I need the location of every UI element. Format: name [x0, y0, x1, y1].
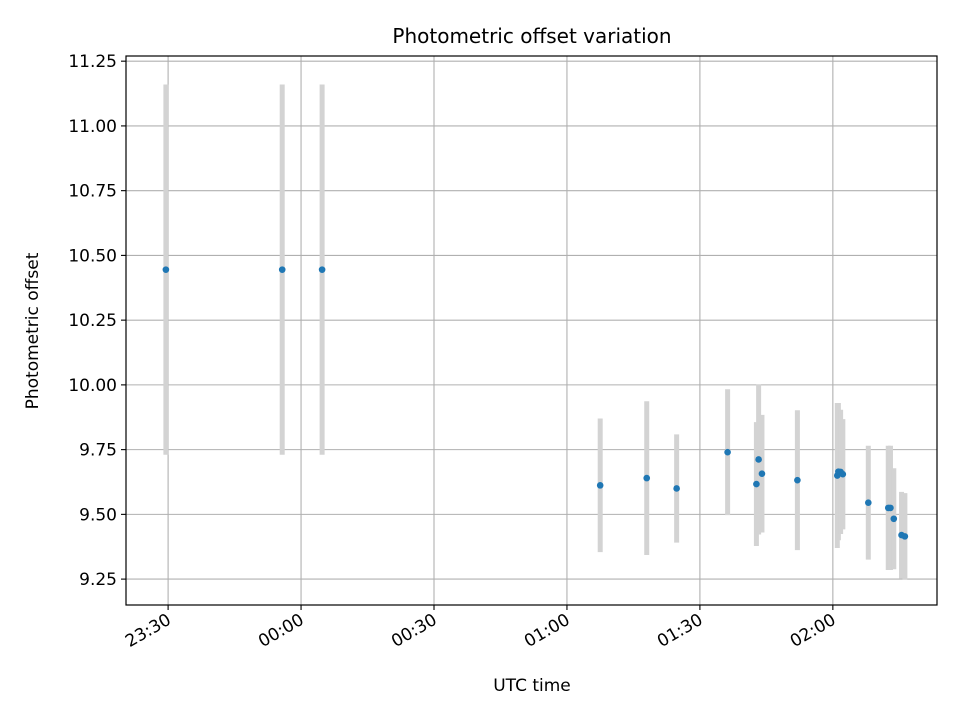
x-axis-title: UTC time	[493, 676, 571, 696]
data-point	[753, 480, 760, 488]
data-point	[318, 266, 326, 273]
y-tick-label: 9.75	[79, 441, 117, 461]
data-point	[758, 470, 766, 478]
chart-title: Photometric offset variation	[392, 24, 671, 48]
data-point	[643, 474, 651, 482]
data-points	[162, 266, 909, 540]
data-point	[901, 533, 909, 540]
y-tick-label: 9.50	[79, 505, 117, 525]
y-tick-label: 11.25	[68, 52, 117, 72]
data-point	[794, 476, 801, 484]
data-point	[278, 266, 286, 273]
plot-area-frame	[125, 55, 938, 606]
y-tick-label: 10.50	[68, 246, 117, 266]
y-tick-label: 9.25	[79, 570, 117, 590]
data-point	[755, 456, 762, 463]
data-point	[673, 485, 680, 492]
data-point	[162, 266, 170, 273]
y-tick-label: 10.75	[68, 182, 117, 202]
data-point	[887, 504, 894, 512]
y-tick-label: 11.00	[68, 117, 117, 137]
y-tick-label: 10.00	[68, 376, 117, 396]
data-point	[596, 482, 604, 489]
y-axis-title: Photometric offset	[23, 252, 43, 409]
y-tick-label: 10.25	[68, 311, 117, 331]
data-point	[724, 448, 731, 456]
data-point	[865, 499, 872, 507]
data-point	[839, 470, 847, 478]
data-point	[890, 515, 898, 523]
grid-lines	[126, 56, 937, 605]
